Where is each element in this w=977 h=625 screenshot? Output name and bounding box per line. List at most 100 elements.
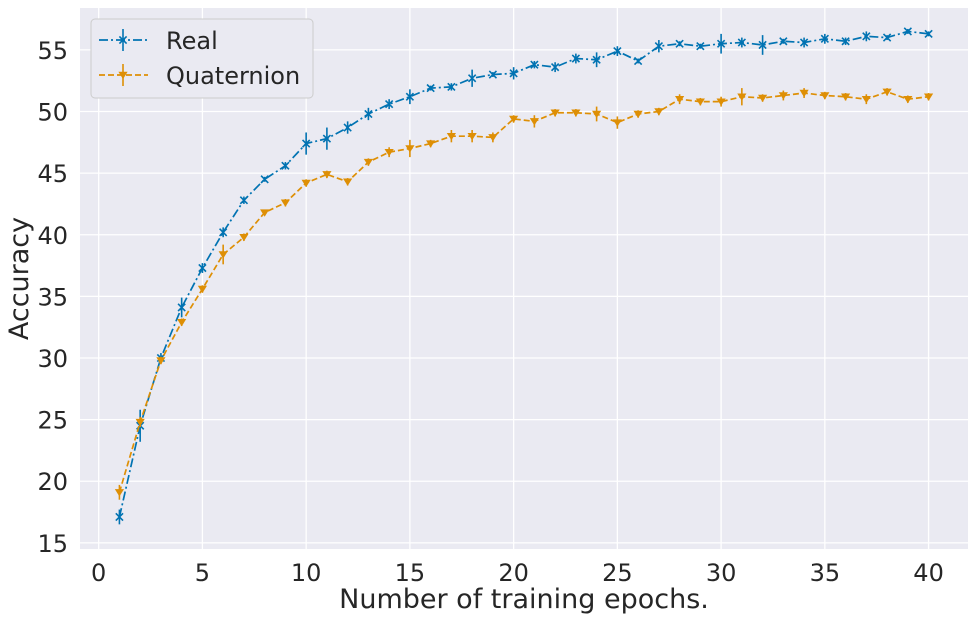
legend-item-real: Real xyxy=(99,27,218,55)
data-point-quaternion xyxy=(778,92,788,100)
data-point-quaternion xyxy=(426,140,436,148)
data-point-real xyxy=(426,83,435,93)
data-point-real xyxy=(322,134,332,143)
data-point-quaternion xyxy=(197,285,208,294)
series-line-quaternion xyxy=(118,90,929,493)
data-point-quaternion xyxy=(840,93,851,101)
legend-marker xyxy=(118,71,128,80)
data-point-real xyxy=(654,42,664,51)
y-tick-label: 25 xyxy=(37,407,68,435)
data-point-quaternion xyxy=(757,94,768,103)
data-point-quaternion xyxy=(135,418,145,427)
data-point-quaternion xyxy=(239,233,249,242)
data-point-quaternion xyxy=(882,88,892,96)
data-point-quaternion xyxy=(280,199,291,207)
y-tick-label: 35 xyxy=(37,283,68,311)
data-point-quaternion xyxy=(633,110,643,119)
data-point-quaternion xyxy=(592,110,602,119)
y-tick-label: 20 xyxy=(37,468,68,496)
y-tick-label: 45 xyxy=(37,160,68,188)
data-point-quaternion xyxy=(716,98,726,106)
data-point-real xyxy=(799,38,809,47)
x-tick-label: 35 xyxy=(810,559,841,587)
data-point-real xyxy=(509,69,518,78)
data-point-quaternion xyxy=(156,357,166,365)
data-point-quaternion xyxy=(488,134,498,142)
x-tick-label: 5 xyxy=(195,559,210,587)
y-tick-label: 15 xyxy=(37,530,68,558)
data-point-quaternion xyxy=(571,109,581,117)
data-point-quaternion xyxy=(923,93,934,101)
data-point-real xyxy=(447,82,456,92)
data-point-real xyxy=(488,70,498,79)
data-point-quaternion xyxy=(218,251,228,259)
x-tick-label: 40 xyxy=(913,559,944,587)
data-point-real xyxy=(550,62,560,72)
series-real xyxy=(115,27,933,525)
data-point-quaternion xyxy=(177,319,187,327)
data-point-quaternion xyxy=(384,148,394,157)
legend: Real Quaternion xyxy=(90,18,314,99)
data-point-quaternion xyxy=(550,109,560,117)
x-tick-label: 30 xyxy=(706,559,737,587)
data-point-real xyxy=(675,39,684,48)
data-point-real xyxy=(758,40,767,50)
data-point-quaternion xyxy=(260,209,270,217)
data-point-real xyxy=(115,512,124,522)
legend-marker xyxy=(118,35,128,45)
data-point-real xyxy=(841,37,850,46)
data-point-real xyxy=(260,175,269,184)
data-point-quaternion xyxy=(446,132,456,141)
data-point-quaternion xyxy=(114,489,125,497)
data-point-real xyxy=(716,39,726,48)
data-point-quaternion xyxy=(799,89,809,98)
data-point-real xyxy=(239,196,249,205)
y-axis-label: Accuracy xyxy=(4,217,35,340)
x-tick-label: 15 xyxy=(395,559,426,587)
data-point-real xyxy=(571,54,581,63)
y-tick-label: 40 xyxy=(37,222,68,250)
y-tick-labels: 15 20 25 30 35 40 45 50 55 xyxy=(37,37,68,558)
data-point-real xyxy=(198,263,207,273)
data-point-real xyxy=(384,99,394,109)
data-point-quaternion xyxy=(509,115,519,124)
x-tick-label: 20 xyxy=(498,559,529,587)
data-point-real xyxy=(903,27,912,36)
data-point-real xyxy=(530,60,539,69)
data-point-quaternion xyxy=(737,93,747,101)
data-point-real xyxy=(882,33,892,42)
data-point-real xyxy=(467,74,477,83)
data-point-real xyxy=(924,29,933,39)
data-point-real xyxy=(592,55,601,64)
data-point-quaternion xyxy=(861,95,871,104)
data-point-quaternion xyxy=(612,119,622,127)
legend-symbol-real xyxy=(99,29,148,51)
data-point-real xyxy=(820,34,830,43)
y-tick-label: 30 xyxy=(37,345,68,373)
y-tick-label: 55 xyxy=(37,37,68,65)
x-axis-label: Number of training epochs. xyxy=(339,584,709,615)
data-point-real xyxy=(177,303,186,312)
data-point-quaternion xyxy=(675,95,685,104)
data-point-quaternion xyxy=(820,92,830,100)
data-point-quaternion xyxy=(529,118,539,126)
series-layer xyxy=(114,27,934,525)
data-point-real xyxy=(696,42,705,51)
data-point-quaternion xyxy=(695,98,705,106)
data-point-quaternion xyxy=(903,95,913,104)
legend-symbol-quaternion xyxy=(99,64,148,86)
x-tick-label: 10 xyxy=(291,559,322,587)
legend-label-quaternion: Quaternion xyxy=(166,62,300,90)
series-quaternion xyxy=(114,88,934,500)
data-point-quaternion xyxy=(322,171,332,179)
data-point-real xyxy=(301,139,311,148)
x-tick-label: 0 xyxy=(91,559,106,587)
legend-label-real: Real xyxy=(166,27,218,55)
data-point-real xyxy=(364,109,373,119)
data-point-real xyxy=(405,92,415,101)
data-point-quaternion xyxy=(467,132,477,141)
data-point-quaternion xyxy=(363,158,373,167)
series-line-real xyxy=(118,30,929,518)
